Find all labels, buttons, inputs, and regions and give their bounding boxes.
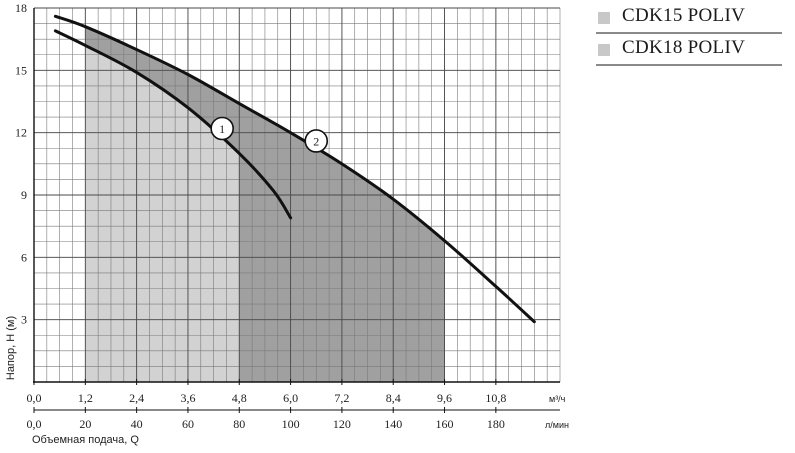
curve-markers: 12 <box>210 116 329 153</box>
marker-circle-2 <box>304 129 329 153</box>
curves <box>53 14 536 324</box>
x-unit-secondary: л/мин <box>545 420 569 430</box>
x2-tick-label: 140 <box>384 417 402 431</box>
chart-axes <box>33 8 560 413</box>
x-tick-label: 6,0 <box>283 391 298 405</box>
x-tick-label: 7,2 <box>334 391 349 405</box>
x2-tick-label: 40 <box>131 417 143 431</box>
x2-tick-label: 60 <box>182 417 194 431</box>
x-tick-label: 8,4 <box>386 391 401 405</box>
curve-cdk18 <box>53 14 536 324</box>
y-tick-label: 9 <box>21 188 27 202</box>
y-tick-label: 3 <box>21 313 27 327</box>
x2-tick-label: 80 <box>233 417 245 431</box>
y-tick-label: 6 <box>21 250 27 264</box>
legend-swatch-cdk18 <box>598 44 610 56</box>
legend-swatch-cdk15 <box>598 12 610 24</box>
x-tick-label: 0,0 <box>27 391 42 405</box>
y-axis-label: Напор, Н (м) <box>5 316 17 380</box>
curve-cdk15 <box>53 29 293 220</box>
legend-item-cdk18: CDK18 POLIV <box>596 36 782 66</box>
x2-tick-label: 20 <box>79 417 91 431</box>
x-tick-label: 10,8 <box>485 391 506 405</box>
x-unit-primary: м³/ч <box>549 394 566 404</box>
legend-item-cdk15: CDK15 POLIV <box>596 4 782 34</box>
marker-label-1: 1 <box>219 122 225 136</box>
y-tick-label: 18 <box>15 1 27 15</box>
x-tick-label: 3,6 <box>180 391 195 405</box>
x-tick-label: 2,4 <box>129 391 144 405</box>
legend-label-cdk15: CDK15 POLIV <box>622 5 746 26</box>
marker-circle-1 <box>210 116 234 141</box>
x2-tick-label: 180 <box>487 417 505 431</box>
x-tick-label: 4,8 <box>232 391 247 405</box>
legend: CDK15 POLIV CDK18 POLIV <box>596 4 782 68</box>
x-axis-label: Объемная подача, Q <box>32 434 139 446</box>
x2-tick-label: 160 <box>436 417 454 431</box>
x-tick-label: 9,6 <box>437 391 452 405</box>
chart-grid <box>33 7 561 383</box>
y-tick-label: 12 <box>15 126 27 140</box>
y-tick-label: 15 <box>15 63 27 77</box>
x2-tick-label: 120 <box>333 417 351 431</box>
marker-label-2: 2 <box>313 134 319 148</box>
x2-tick-label: 100 <box>282 417 300 431</box>
x-tick-label: 1,2 <box>78 391 93 405</box>
x2-tick-label: 0,0 <box>27 417 42 431</box>
legend-label-cdk18: CDK18 POLIV <box>622 37 746 58</box>
